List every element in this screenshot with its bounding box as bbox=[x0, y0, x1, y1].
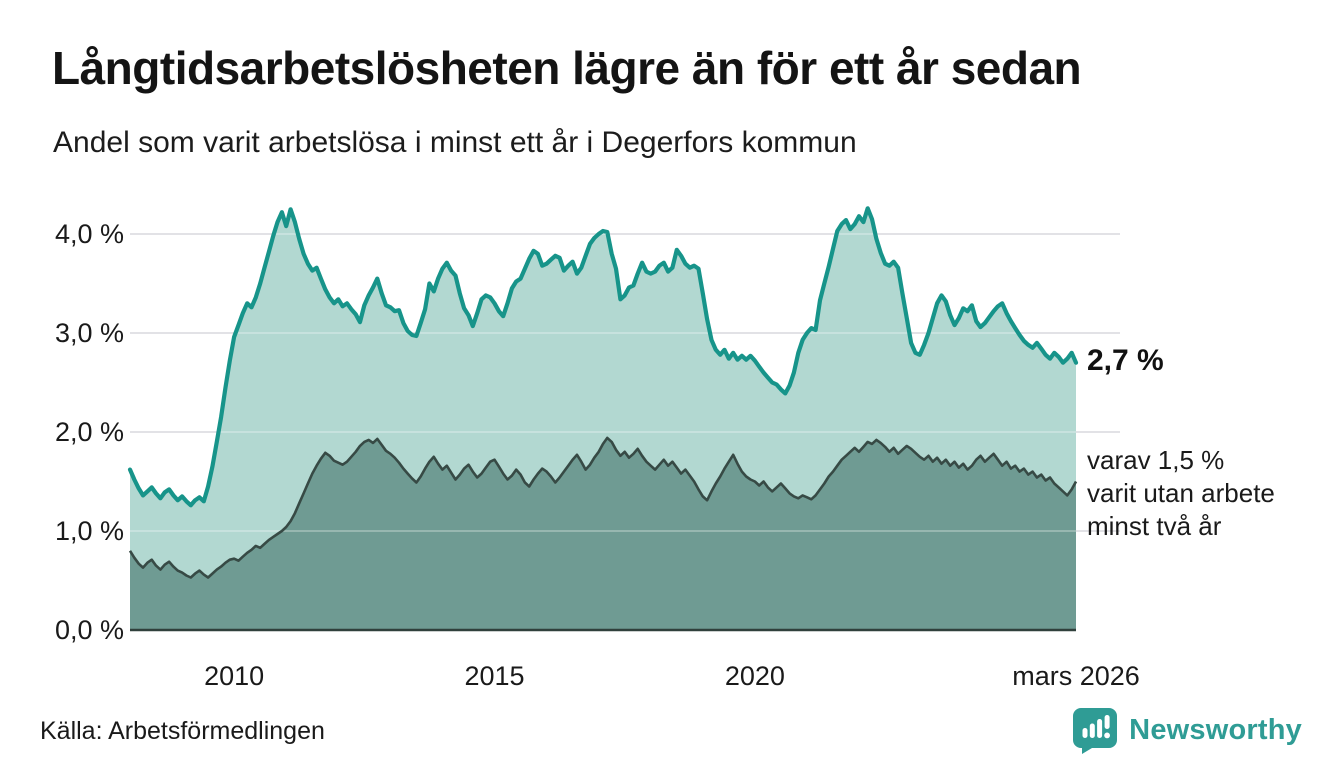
secondary-annotation: varav 1,5 % varit utan arbete minst två … bbox=[1087, 444, 1275, 543]
y-axis-tick-label: 2,0 % bbox=[54, 417, 124, 447]
brand-name: Newsworthy bbox=[1129, 713, 1302, 746]
y-axis-tick-label: 3,0 % bbox=[54, 318, 124, 348]
x-axis-tick-label: 2010 bbox=[204, 661, 265, 691]
y-axis-tick-label: 1,0 % bbox=[54, 516, 124, 546]
secondary-annotation-line: minst två år bbox=[1087, 511, 1222, 541]
x-axis-tick-label: mars 2026 bbox=[1012, 661, 1140, 691]
x-axis-tick-label: 2020 bbox=[724, 661, 785, 691]
x-axis-tick-label: 2015 bbox=[464, 661, 525, 691]
secondary-annotation-line: varav 1,5 % bbox=[1087, 445, 1225, 475]
y-axis-tick-label: 4,0 % bbox=[54, 219, 124, 249]
page-subtitle: Andel som varit arbetslösa i minst ett å… bbox=[53, 126, 857, 159]
brand-logo: Newsworthy bbox=[1070, 706, 1302, 754]
source-credit: Källa: Arbetsförmedlingen bbox=[40, 717, 325, 745]
newsworthy-logo-icon bbox=[1070, 706, 1120, 754]
page-title: Långtidsarbetslösheten lägre än för ett … bbox=[52, 42, 1082, 94]
latest-value-annotation: 2,7 % bbox=[1087, 344, 1164, 377]
y-axis-tick-label: 0,0 % bbox=[54, 615, 124, 645]
secondary-annotation-line: varit utan arbete bbox=[1087, 478, 1275, 508]
